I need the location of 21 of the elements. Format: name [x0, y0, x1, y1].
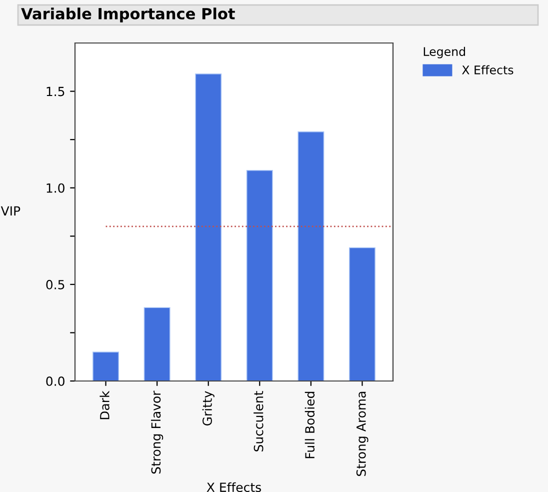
bar	[92, 352, 120, 381]
bar	[246, 170, 273, 381]
y-tick-label: 0.0	[46, 376, 64, 386]
x-tick-label: Gritty	[202, 391, 214, 426]
chart-title: Variable Importance Plot	[21, 8, 235, 22]
bar	[144, 307, 170, 381]
y-tick-label: 1.0	[46, 183, 64, 193]
legend-title: Legend	[424, 46, 465, 58]
x-tick-label: Strong Flavor	[151, 390, 164, 474]
bar	[298, 131, 324, 381]
y-axis-title: VIP	[0, 206, 20, 216]
x-tick-label: Succulent	[254, 391, 264, 452]
x-axis-title: X Effects	[206, 482, 261, 492]
y-tick-label: 1.5	[46, 86, 64, 96]
x-tick-label: Full Bodied	[304, 392, 315, 458]
x-tick-label: Dark	[100, 390, 110, 420]
x-tick-label: Strong Aroma	[356, 392, 368, 476]
bar	[348, 247, 376, 381]
y-tick-label: 0.5	[46, 280, 64, 290]
legend-label: X Effects	[462, 65, 514, 74]
bar	[195, 73, 222, 381]
